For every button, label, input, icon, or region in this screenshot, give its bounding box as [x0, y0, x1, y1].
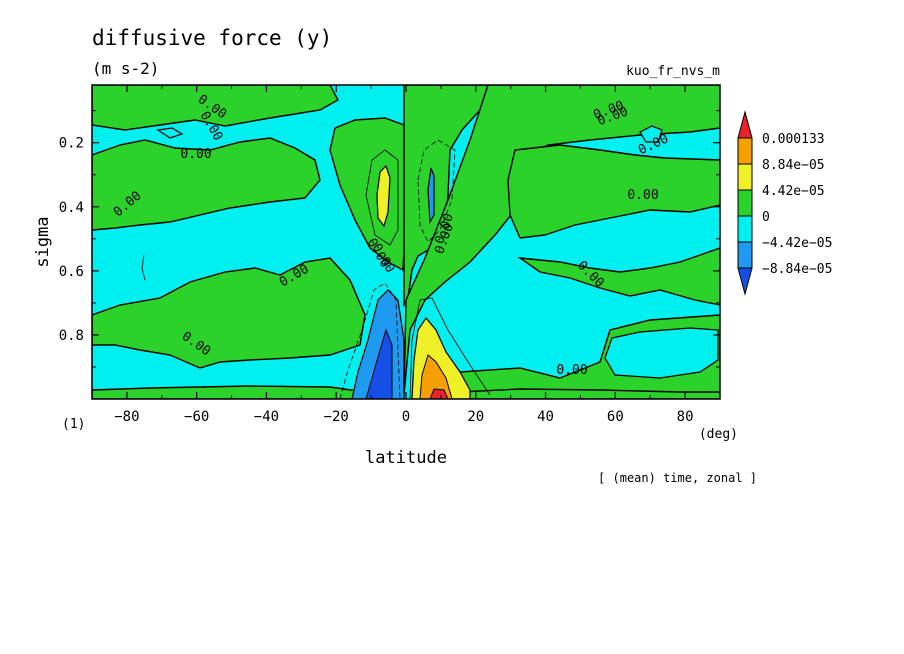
x-unit-label: (deg)	[699, 427, 738, 442]
region-surface-band-right	[454, 388, 720, 399]
colorbar-label: 0	[762, 210, 770, 225]
contour-label: 0.00	[627, 188, 658, 203]
island-right-upper	[639, 125, 663, 143]
colorbar-bottom-arrow	[737, 267, 753, 296]
interior-contours	[141, 139, 491, 399]
y-axis-title: sigma	[33, 216, 53, 267]
contour-label: 0.00	[556, 363, 587, 378]
colorbar-box	[737, 189, 753, 217]
region-lower-left	[92, 257, 366, 369]
upper-negative-min	[427, 167, 435, 225]
colorbar-box	[737, 137, 753, 165]
upper-positive-max	[376, 164, 391, 228]
x-tick-label: 0	[402, 409, 410, 425]
colorbar-box	[737, 241, 753, 269]
y-tick-label: 0.6	[59, 264, 84, 280]
region-top-left	[92, 85, 339, 131]
x-tick-label: 80	[677, 409, 694, 425]
panel-label: (1)	[62, 417, 85, 432]
chart-units: (m s-2)	[92, 59, 159, 78]
y-tick-label: 0.4	[59, 200, 84, 216]
cyan-islands	[156, 125, 719, 379]
negative-core	[351, 289, 405, 399]
colorbar-label: 8.84e−05	[762, 158, 825, 173]
positive-core	[411, 316, 471, 399]
x-axis-title: latitude	[365, 448, 447, 468]
region-surface-band	[92, 385, 371, 399]
colorbar-label: −4.42e−05	[762, 236, 832, 251]
colorbar: 0.000133 8.84e−05 4.42e−05 0 −4.42e−05 −8.84e…	[737, 110, 832, 296]
y-tick-label: 0.8	[59, 328, 84, 344]
region-equatorial-left	[329, 117, 407, 272]
island-right-lower	[604, 327, 719, 379]
colorbar-box	[737, 215, 753, 243]
x-tick-label: −40	[254, 409, 279, 425]
island-left-upper	[156, 127, 184, 139]
x-tick-label: −80	[114, 409, 139, 425]
x-tick-label: −60	[184, 409, 209, 425]
contour-field	[92, 85, 720, 399]
contour-label: 0.00	[180, 147, 211, 162]
y-tick-label: 0.2	[59, 136, 84, 152]
x-tick-label: 60	[607, 409, 624, 425]
x-axis: −80 −60 −40 −20 0 20 40 60 80	[91, 85, 721, 425]
dataset-label: kuo_fr_nvs_m	[626, 64, 720, 79]
green-regions	[92, 85, 720, 399]
y-axis: 0.2 0.4 0.6 0.8	[59, 110, 720, 400]
region-upper-right	[507, 144, 720, 239]
colorbar-label: 4.42e−05	[762, 184, 825, 199]
x-tick-label: 40	[537, 409, 554, 425]
colorbar-label: −8.84e−05	[762, 262, 832, 277]
colorbar-box	[737, 163, 753, 191]
footer-note: [ (mean) time, zonal ]	[598, 471, 757, 485]
x-tick-label: 20	[467, 409, 484, 425]
colorbar-top-arrow	[737, 110, 753, 139]
x-tick-label: −20	[324, 409, 349, 425]
region-upper-left	[92, 137, 321, 231]
colorbar-label: 0.000133	[762, 132, 825, 147]
chart-title: diffusive force (y)	[92, 26, 332, 50]
region-right-diagonal	[403, 85, 720, 396]
